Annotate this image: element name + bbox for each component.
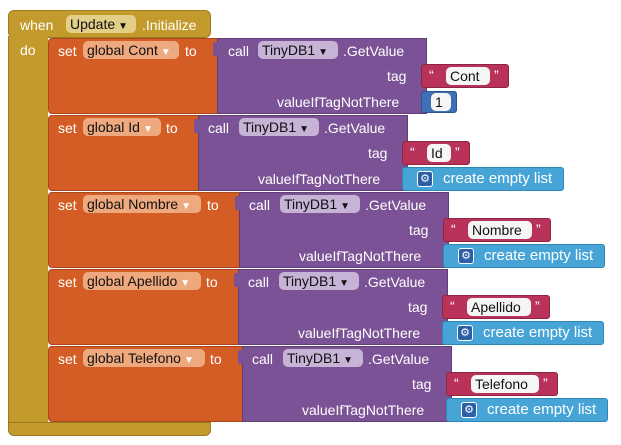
- call-block-id[interactable]: [198, 115, 408, 191]
- chevron-down-icon: ▼: [339, 278, 350, 289]
- method-label: .GetValue: [324, 120, 386, 136]
- do-label: do: [20, 42, 36, 58]
- quote-close: ”: [536, 221, 541, 237]
- chevron-down-icon: ▼: [299, 124, 310, 135]
- output-plug: [235, 196, 241, 210]
- gear-icon[interactable]: ⚙: [417, 171, 433, 187]
- to-label: to: [207, 197, 219, 213]
- to-label: to: [166, 120, 178, 136]
- quote-open: “: [410, 144, 415, 160]
- method-label: .GetValue: [365, 197, 427, 213]
- chevron-down-icon: ▼: [181, 201, 191, 212]
- set-label: set: [58, 197, 77, 213]
- variable-label: global Nombre: [87, 196, 179, 212]
- db-component-label: TinyDB1: [262, 42, 316, 58]
- call-label: call: [249, 197, 271, 213]
- tag-label: tag: [409, 222, 429, 238]
- to-label: to: [210, 351, 222, 367]
- number-field[interactable]: 1: [431, 93, 451, 111]
- call-label: call: [228, 43, 250, 59]
- tag-label: tag: [387, 68, 407, 84]
- chevron-down-icon: ▼: [142, 124, 153, 135]
- create-empty-list-label: create empty list: [487, 401, 597, 418]
- value-if-tag-not-there-label: valueIfTagNotThere: [258, 171, 381, 187]
- gear-icon[interactable]: ⚙: [458, 248, 474, 264]
- variable-dropdown[interactable]: global Nombre ▼: [83, 195, 201, 213]
- when-label: when: [20, 17, 54, 33]
- quote-open: “: [429, 67, 434, 83]
- to-label: to: [185, 43, 197, 59]
- db-component-dropdown[interactable]: TinyDB1 ▼: [279, 272, 359, 290]
- text-field[interactable]: Apellido: [467, 298, 531, 316]
- call-label: call: [248, 274, 270, 290]
- create-empty-list-label: create empty list: [443, 170, 553, 187]
- chevron-down-icon: ▼: [160, 47, 171, 58]
- component-label: Update: [70, 16, 116, 32]
- text-field[interactable]: Cont: [446, 67, 490, 85]
- db-component-label: TinyDB1: [284, 196, 338, 212]
- quote-open: “: [450, 298, 455, 314]
- db-component-label: TinyDB1: [287, 350, 341, 366]
- chevron-down-icon: ▼: [340, 201, 351, 212]
- quote-close: ”: [494, 67, 499, 83]
- variable-dropdown[interactable]: global Telefono ▼: [83, 349, 205, 367]
- event-block-spine: [8, 36, 48, 424]
- variable-label: global Telefono: [87, 350, 181, 366]
- quote-close: ”: [535, 298, 540, 314]
- variable-dropdown[interactable]: global Cont ▼: [83, 41, 179, 59]
- method-label: .GetValue: [343, 43, 405, 59]
- quote-open: “: [451, 221, 456, 237]
- quote-close: ”: [455, 144, 460, 160]
- chevron-down-icon: ▼: [343, 355, 354, 366]
- output-plug: [194, 119, 200, 133]
- text-field[interactable]: Id: [427, 144, 451, 162]
- method-label: .GetValue: [364, 274, 426, 290]
- call-label: call: [208, 120, 230, 136]
- tag-label: tag: [368, 145, 388, 161]
- set-label: set: [58, 43, 77, 59]
- text-field[interactable]: Telefono: [471, 375, 539, 393]
- variable-label: global Apellido: [87, 273, 178, 289]
- chevron-down-icon: ▼: [118, 21, 129, 32]
- output-plug: [238, 350, 244, 364]
- set-label: set: [58, 120, 77, 136]
- output-plug: [234, 273, 240, 287]
- create-empty-list-label: create empty list: [483, 324, 593, 341]
- gear-icon[interactable]: ⚙: [461, 402, 477, 418]
- db-component-label: TinyDB1: [243, 119, 297, 135]
- db-component-dropdown[interactable]: TinyDB1 ▼: [239, 118, 319, 136]
- db-component-dropdown[interactable]: TinyDB1 ▼: [283, 349, 363, 367]
- variable-dropdown[interactable]: global Apellido ▼: [83, 272, 201, 290]
- tag-label: tag: [412, 376, 432, 392]
- call-label: call: [252, 351, 274, 367]
- chevron-down-icon: ▼: [180, 278, 191, 289]
- variable-label: global Cont: [87, 42, 158, 58]
- db-component-label: TinyDB1: [283, 273, 337, 289]
- method-label: .GetValue: [368, 351, 430, 367]
- component-dropdown[interactable]: Update ▼: [66, 15, 136, 33]
- variable-label: global Id: [87, 119, 140, 135]
- event-block[interactable]: [8, 10, 211, 38]
- tag-label: tag: [408, 299, 428, 315]
- output-plug: [213, 42, 219, 56]
- event-name-label: .Initialize: [142, 17, 197, 33]
- value-if-tag-not-there-label: valueIfTagNotThere: [302, 402, 425, 418]
- text-field[interactable]: Nombre: [468, 221, 532, 239]
- db-component-dropdown[interactable]: TinyDB1 ▼: [258, 41, 338, 59]
- value-if-tag-not-there-label: valueIfTagNotThere: [277, 94, 400, 110]
- gear-icon[interactable]: ⚙: [457, 325, 473, 341]
- value-if-tag-not-there-label: valueIfTagNotThere: [298, 325, 421, 341]
- value-if-tag-not-there-label: valueIfTagNotThere: [299, 248, 422, 264]
- create-empty-list-label: create empty list: [484, 247, 594, 264]
- variable-dropdown[interactable]: global Id ▼: [83, 118, 161, 136]
- chevron-down-icon: ▼: [183, 355, 194, 366]
- db-component-dropdown[interactable]: TinyDB1 ▼: [280, 195, 360, 213]
- event-block-footer: [8, 422, 211, 436]
- to-label: to: [206, 274, 218, 290]
- chevron-down-icon: ▼: [318, 47, 329, 58]
- quote-close: ”: [543, 375, 548, 391]
- quote-open: “: [454, 375, 459, 391]
- set-label: set: [58, 274, 77, 290]
- set-label: set: [58, 351, 77, 367]
